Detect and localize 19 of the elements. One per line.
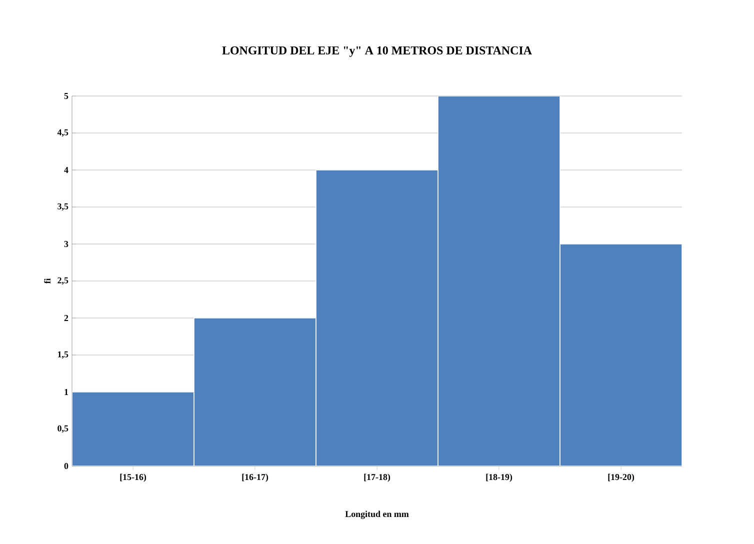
chart-title: LONGITUD DEL EJE "y" A 10 METROS DE DISTANCIA [222,46,532,57]
y-tick-label: 0,5 [58,425,68,433]
y-tick-label: 0 [64,462,68,470]
x-tick-label: [16-17) [242,474,268,482]
x-tick-label: [19-20) [608,474,634,482]
y-tick-label: 2 [64,315,68,321]
y-tick-label: 4,5 [57,129,68,137]
x-tick-label: [15-16) [120,474,146,482]
x-tick-label: [18-19) [486,474,512,482]
y-tick-label: 2,5 [58,277,68,285]
y-tick-label: 1 [64,389,68,395]
y-tick-label: 1,5 [58,351,68,359]
y-tick-label: 4 [64,167,68,173]
y-tick-label: 3 [64,240,68,248]
y-axis-title: fi [44,278,50,284]
x-tick-label: [17-18) [364,474,390,482]
x-axis-title: Longitud en mm [345,510,409,519]
y-tick-label: 3,5 [58,203,68,211]
y-tick-label: 5 [64,93,68,99]
